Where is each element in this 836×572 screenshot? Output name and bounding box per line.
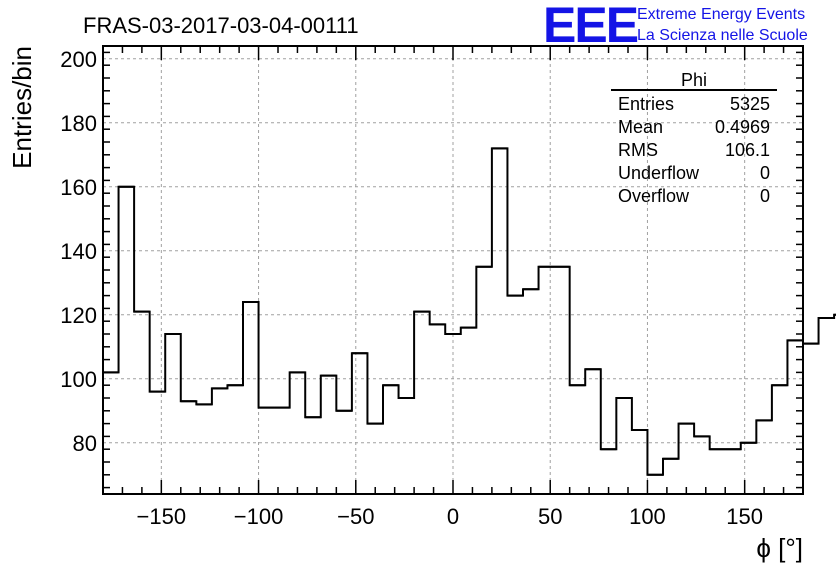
stats-rows: Entries 5325 Mean 0.4969 RMS 106.1 Underflow 0 O… <box>618 94 770 206</box>
stats-row-label: RMS <box>618 140 658 160</box>
logo-mark: EEE <box>543 0 638 53</box>
grid-lines <box>103 46 803 494</box>
stats-row-value: 0 <box>760 186 770 206</box>
histogram-outline <box>102 147 836 494</box>
x-tick-label: 100 <box>629 504 666 529</box>
x-tick-label: −100 <box>234 504 284 529</box>
y-tick-label: 140 <box>60 239 97 264</box>
x-axis-label: ϕ [°] <box>756 533 803 563</box>
x-tick-label: 150 <box>726 504 763 529</box>
y-tick-label: 100 <box>60 367 97 392</box>
logo-line-1: Extreme Energy Events <box>637 6 805 23</box>
histogram-bins <box>102 147 836 494</box>
x-tick-label: −50 <box>337 504 374 529</box>
stats-row-value: 106.1 <box>725 140 770 160</box>
y-tick-label: 200 <box>60 47 97 72</box>
stats-row-label: Underflow <box>618 163 700 183</box>
y-tick-label: 80 <box>73 431 97 456</box>
x-tick-label: 50 <box>538 504 562 529</box>
x-tick-labels: −150 −100 −50 0 50 100 150 <box>137 504 763 529</box>
stats-row-label: Entries <box>618 94 674 114</box>
y-tick-label: 120 <box>60 303 97 328</box>
x-tick-label: 0 <box>447 504 459 529</box>
stats-row-value: 0.4969 <box>715 117 770 137</box>
stats-row-label: Mean <box>618 117 663 137</box>
y-tick-labels: 80 100 120 140 160 180 200 <box>60 47 97 456</box>
logo-line-2: La Scienza nelle Scuole <box>637 27 808 44</box>
stats-row-value: 0 <box>760 163 770 183</box>
logo: EEE Extreme Energy Events La Scienza nel… <box>543 0 808 53</box>
x-tick-label: −150 <box>137 504 187 529</box>
stats-row-value: 5325 <box>730 94 770 114</box>
y-tick-label: 180 <box>60 111 97 136</box>
stats-row-label: Overflow <box>618 186 690 206</box>
stats-box: Phi Entries 5325 Mean 0.4969 RMS 106.1 Underfl… <box>611 70 777 206</box>
plot-frame <box>102 45 804 495</box>
stats-box-title: Phi <box>681 70 707 90</box>
chart-title: FRAS-03-2017-03-04-00111 <box>83 13 359 38</box>
y-tick-label: 160 <box>60 175 97 200</box>
axis-ticks <box>102 46 804 494</box>
y-axis-label: Entries/bin <box>7 46 37 169</box>
